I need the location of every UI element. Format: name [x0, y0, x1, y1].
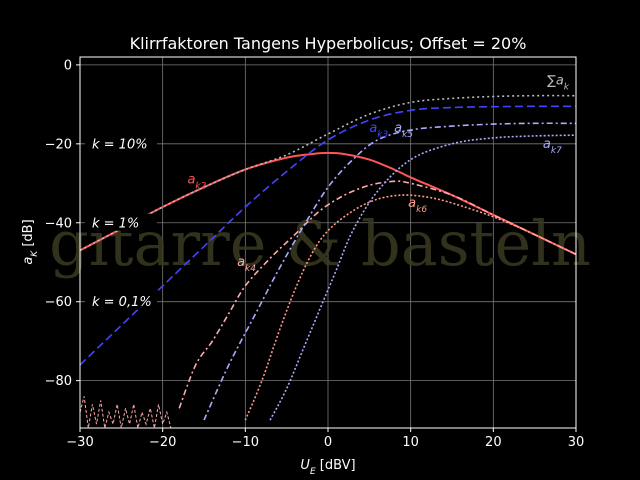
label-main: a — [408, 196, 416, 211]
k-label: k = 0,1% — [92, 295, 152, 310]
label-sub: k5 — [402, 130, 413, 140]
label-sub: k7 — [551, 146, 562, 156]
label-a-k: ∑ak — [547, 74, 570, 93]
label-a-k5: ak5 — [394, 121, 413, 140]
label-sub: k3 — [377, 130, 388, 140]
chart-title: Klirrfaktoren Tangens Hyperbolicus; Offs… — [130, 34, 527, 53]
series-a-k3 — [80, 105, 576, 366]
k-label: k = 10% — [92, 137, 148, 152]
y-tick-label: −60 — [45, 295, 72, 310]
series-layer — [80, 94, 576, 421]
k-label: k = 1% — [92, 216, 139, 231]
y-axis-label: aK [dB] — [21, 219, 40, 264]
label-a-k7: ak7 — [543, 137, 562, 156]
y-axis-label-unit: [dB] — [21, 219, 36, 250]
k-labels: k = 10% k = 1% k = 0,1% — [85, 134, 157, 310]
label-main: ∑a — [547, 74, 564, 89]
label-sub: k — [564, 83, 570, 93]
x-axis-label-unit: [dBV] — [316, 458, 356, 473]
y-axis-label-sub: K — [30, 250, 40, 257]
y-tick-label: −40 — [45, 216, 72, 231]
grid — [79, 57, 577, 428]
y-tick-label: −20 — [45, 137, 72, 152]
x-axis-label-main: U — [300, 458, 310, 473]
series-sum-a-k — [80, 94, 576, 252]
label-main: a — [543, 137, 551, 152]
ticks: −30 −20 −10 0 10 20 30 0 −20 −40 −60 −80 — [45, 58, 585, 450]
y-tick-label: 0 — [64, 58, 72, 73]
k-label-background — [85, 213, 157, 231]
y-tick-label: −80 — [45, 374, 72, 389]
label-sub: k2 — [195, 181, 206, 191]
series-a-k5 — [203, 122, 576, 421]
y-axis-label-main: a — [21, 257, 36, 265]
k-label-background — [85, 134, 157, 152]
label-a-k3: ak3 — [369, 121, 388, 140]
label-main: a — [237, 255, 245, 270]
series-a-k4-ripple — [80, 396, 172, 428]
x-tick-label: −20 — [149, 435, 176, 450]
x-tick-label: 30 — [568, 435, 585, 450]
x-tick-label: −10 — [232, 435, 259, 450]
label-main: a — [394, 121, 402, 136]
k-label-background — [85, 292, 157, 310]
series-a-k7 — [269, 134, 576, 421]
x-tick-label: 20 — [485, 435, 502, 450]
x-tick-label: 0 — [324, 435, 332, 450]
label-a-k4: ak4 — [237, 255, 256, 274]
ripple-layer — [80, 396, 172, 428]
x-axis-label: UE [dBV] — [300, 458, 355, 477]
x-tick-label: −30 — [66, 435, 93, 450]
label-main: a — [369, 121, 377, 136]
series-a-k6 — [244, 194, 576, 421]
label-main: a — [187, 172, 195, 187]
series-a-k4 — [178, 180, 576, 409]
label-a-k6: ak6 — [408, 196, 427, 215]
label-sub: k6 — [416, 205, 427, 215]
label-sub: k4 — [245, 264, 256, 274]
label-a-k2: ak2 — [187, 172, 206, 191]
x-axis-label-sub: E — [310, 467, 316, 477]
x-tick-label: 10 — [402, 435, 419, 450]
